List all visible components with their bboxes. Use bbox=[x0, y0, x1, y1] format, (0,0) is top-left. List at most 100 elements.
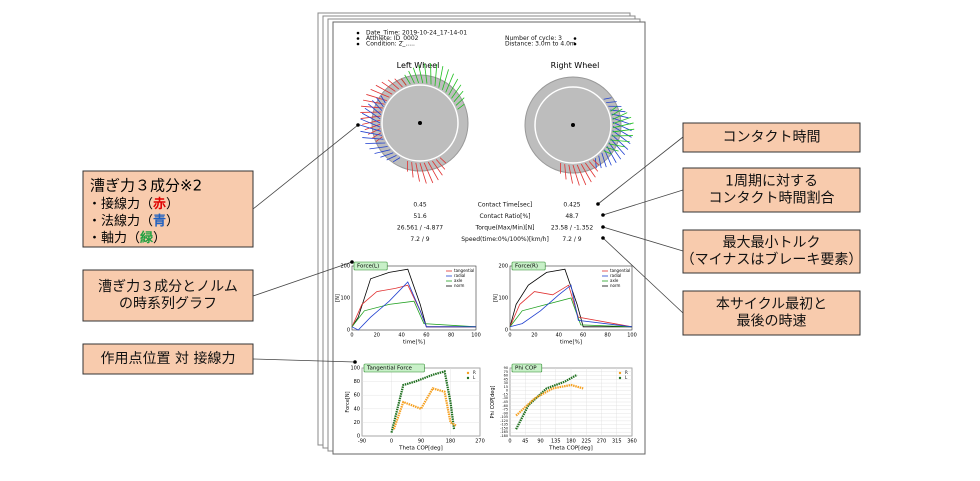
y-tick-label: -165 bbox=[500, 430, 508, 434]
force-vector bbox=[419, 162, 427, 184]
item-name: ・接線力 bbox=[88, 196, 140, 212]
leader-dot bbox=[601, 213, 605, 217]
callout-item: ・接線力（赤） bbox=[88, 196, 179, 212]
stat-left: 0.45 bbox=[413, 202, 427, 209]
color-word: 赤 bbox=[153, 196, 166, 212]
chart-title-box bbox=[511, 363, 543, 373]
stat-label: Torque(Max/Min)[N] bbox=[475, 225, 535, 232]
callout-box bbox=[82, 269, 254, 322]
callout-text: 本サイクル最初と bbox=[716, 296, 827, 313]
bullet bbox=[573, 37, 577, 40]
chart-title: Phi COP bbox=[515, 366, 537, 372]
paren: （ bbox=[140, 197, 153, 212]
force-vector bbox=[610, 139, 630, 143]
x-tick-label: 90 bbox=[418, 439, 424, 445]
force-vector bbox=[603, 150, 612, 155]
x-tick-label: 40 bbox=[398, 333, 404, 339]
x-tick-label: 360 bbox=[627, 439, 637, 445]
leader-dot bbox=[353, 360, 357, 364]
leader-line bbox=[252, 124, 359, 210]
stat-right: 48.7 bbox=[565, 213, 579, 220]
force-vector bbox=[368, 103, 382, 115]
legend-label: norm bbox=[454, 283, 465, 288]
force-vector bbox=[359, 124, 381, 132]
legend-label: L bbox=[473, 375, 476, 380]
force-vector bbox=[441, 69, 449, 90]
y-tick-label: -60 bbox=[502, 404, 508, 408]
pedal-force-callout: 漕ぎ力３成分※2 ・接線力（赤）・法線力（青）・軸力（緑） bbox=[82, 170, 254, 248]
y-tick-label: 0 bbox=[505, 328, 508, 334]
leader-dot bbox=[601, 225, 605, 229]
force-vector bbox=[392, 157, 401, 163]
leader-line bbox=[252, 261, 353, 297]
legend-swatch bbox=[618, 376, 622, 380]
x-tick-label: 20 bbox=[531, 333, 537, 339]
force-vector bbox=[371, 132, 382, 139]
callout-text: の時系列グラフ bbox=[119, 296, 217, 312]
force-vector bbox=[362, 112, 381, 124]
curve bbox=[509, 297, 633, 328]
x-tick-label: 135 bbox=[551, 439, 561, 445]
x-tick-label: 20 bbox=[374, 333, 380, 339]
chart-title-box bbox=[363, 363, 425, 373]
paren: ） bbox=[153, 231, 166, 246]
paren: （ bbox=[140, 214, 153, 229]
force-vector bbox=[372, 100, 383, 111]
x-axis-label: time[%] bbox=[403, 340, 425, 346]
force-vector bbox=[594, 158, 597, 169]
force-vector bbox=[394, 78, 403, 88]
y-tick-label: -135 bbox=[500, 423, 508, 427]
stat-right: 23.58 / -1.352 bbox=[551, 225, 594, 232]
x-tick-label: 180 bbox=[446, 439, 456, 445]
y-tick-label: -180 bbox=[500, 434, 508, 438]
force-vector bbox=[612, 116, 632, 124]
force-vector bbox=[611, 108, 623, 116]
paren: ） bbox=[166, 197, 179, 212]
y-tick-label: 60 bbox=[504, 374, 508, 378]
leader-line bbox=[602, 189, 684, 216]
x-tick-label: 270 bbox=[475, 439, 485, 445]
x-tick-label: 225 bbox=[581, 439, 591, 445]
force-vector bbox=[376, 97, 384, 107]
y-tick-label: -105 bbox=[500, 415, 508, 419]
color-word: 緑 bbox=[140, 230, 154, 246]
callout-text: 最後の時速 bbox=[737, 314, 807, 330]
leader-line bbox=[252, 358, 356, 363]
y-axis-label: [N] bbox=[493, 294, 499, 302]
y-tick-label: -30 bbox=[502, 396, 508, 400]
chart-title: Tangential Force bbox=[366, 366, 412, 372]
paren: （ bbox=[127, 231, 140, 246]
force-vector bbox=[612, 117, 631, 125]
force-vector bbox=[435, 159, 446, 170]
leader-dot bbox=[356, 123, 360, 127]
y-tick-label: -15 bbox=[502, 392, 508, 396]
force-vector bbox=[381, 81, 396, 92]
force-vector bbox=[608, 142, 622, 160]
y-tick-label: 90 bbox=[504, 366, 508, 370]
bullet bbox=[356, 42, 360, 46]
legend-label: radial bbox=[610, 273, 621, 278]
force-vector bbox=[380, 95, 386, 104]
force-vector bbox=[408, 70, 415, 84]
x-tick-label: 90 bbox=[537, 439, 543, 445]
x-tick-label: 80 bbox=[448, 333, 454, 339]
force-vector bbox=[612, 121, 632, 132]
force-vector bbox=[453, 90, 464, 103]
force-vector bbox=[610, 138, 626, 156]
header-text: Distance: 3.0m to 4.0m bbox=[505, 41, 576, 48]
header-text: Date_Time: 2019-10-24_17-14-01 bbox=[366, 30, 467, 37]
wheel-title: Right Wheel bbox=[551, 61, 600, 70]
y-tick-label: 75 bbox=[504, 370, 508, 374]
legend-label: R bbox=[625, 370, 628, 375]
callout-text: 作用点位置 対 接線力 bbox=[101, 350, 236, 367]
force-vector bbox=[362, 119, 381, 125]
force-vector bbox=[423, 162, 434, 184]
force-vector bbox=[411, 162, 414, 178]
y-tick-label: 200 bbox=[498, 264, 508, 270]
force-vector bbox=[598, 155, 602, 169]
y-tick-label: 80 bbox=[354, 379, 360, 385]
chart-title: Force(L) bbox=[357, 264, 379, 270]
legend-label: axle bbox=[454, 278, 463, 283]
y-tick-label: 20 bbox=[354, 420, 360, 426]
